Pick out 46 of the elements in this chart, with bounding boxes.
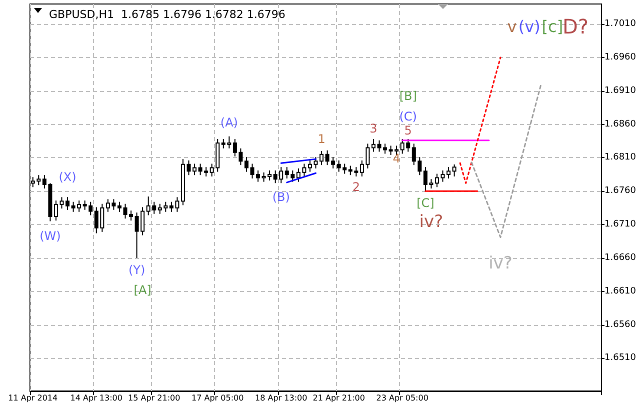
annotation: v <box>507 17 517 36</box>
annotation: 4 <box>392 151 400 166</box>
x-tick-label: 15 Apr 21:00 <box>128 394 180 402</box>
x-tick-label: 18 Apr 13:00 <box>255 394 308 402</box>
y-tick-label: 1.6560 <box>604 320 636 330</box>
x-tick-label: 14 Apr 13:00 <box>70 394 122 402</box>
annotation: iv? <box>488 253 512 274</box>
annotation: [c] <box>542 17 564 36</box>
y-tick-label: 1.6910 <box>604 86 636 96</box>
annotation: [A] <box>134 283 152 298</box>
y-tick-label: 1.7010 <box>604 19 636 30</box>
annotation: iv? <box>419 212 444 232</box>
x-tick-label: 21 Apr 21:00 <box>312 394 365 402</box>
annotation: 1 <box>318 132 326 146</box>
y-tick-label: 1.6760 <box>604 186 636 196</box>
annotation: (W) <box>40 228 61 243</box>
candlestick <box>308 160 312 172</box>
candlestick <box>371 138 376 152</box>
annotation: 5 <box>404 123 412 138</box>
y-tick-label: 1.6510 <box>604 353 636 364</box>
annotation: [B] <box>399 89 417 104</box>
y-tick-label: 1.6660 <box>604 252 636 263</box>
x-tick-label: 23 Apr 05:00 <box>376 394 428 402</box>
y-tick-label: 1.6860 <box>604 119 636 130</box>
annotation: (X) <box>58 170 76 184</box>
annotation: (Y) <box>128 263 146 278</box>
chart-title: GBPUSD,H1 1.6785 1.6796 1.6782 1.6796 <box>49 8 286 21</box>
annotation: 2 <box>352 180 360 194</box>
x-tick-label: 11 Apr 2014 <box>8 394 58 402</box>
y-tick-label: 1.6610 <box>604 286 636 296</box>
annotation: (C) <box>399 109 417 124</box>
annotation: 3 <box>370 121 378 136</box>
candlestick <box>244 156 248 172</box>
annotation: (A) <box>220 115 238 130</box>
candlestick <box>54 200 58 222</box>
y-tick-label: 1.6960 <box>604 52 636 62</box>
annotation: D? <box>562 14 589 39</box>
y-tick-label: 1.6710 <box>604 220 636 230</box>
annotation: (v) <box>518 17 540 36</box>
candlestick <box>452 164 456 177</box>
y-tick-label: 1.6810 <box>604 152 636 163</box>
annotation: [C] <box>416 196 434 210</box>
candlestick <box>117 201 122 212</box>
annotation: (B) <box>272 190 290 204</box>
candlestick <box>434 173 439 188</box>
x-tick-label: 17 Apr 05:00 <box>192 394 244 402</box>
